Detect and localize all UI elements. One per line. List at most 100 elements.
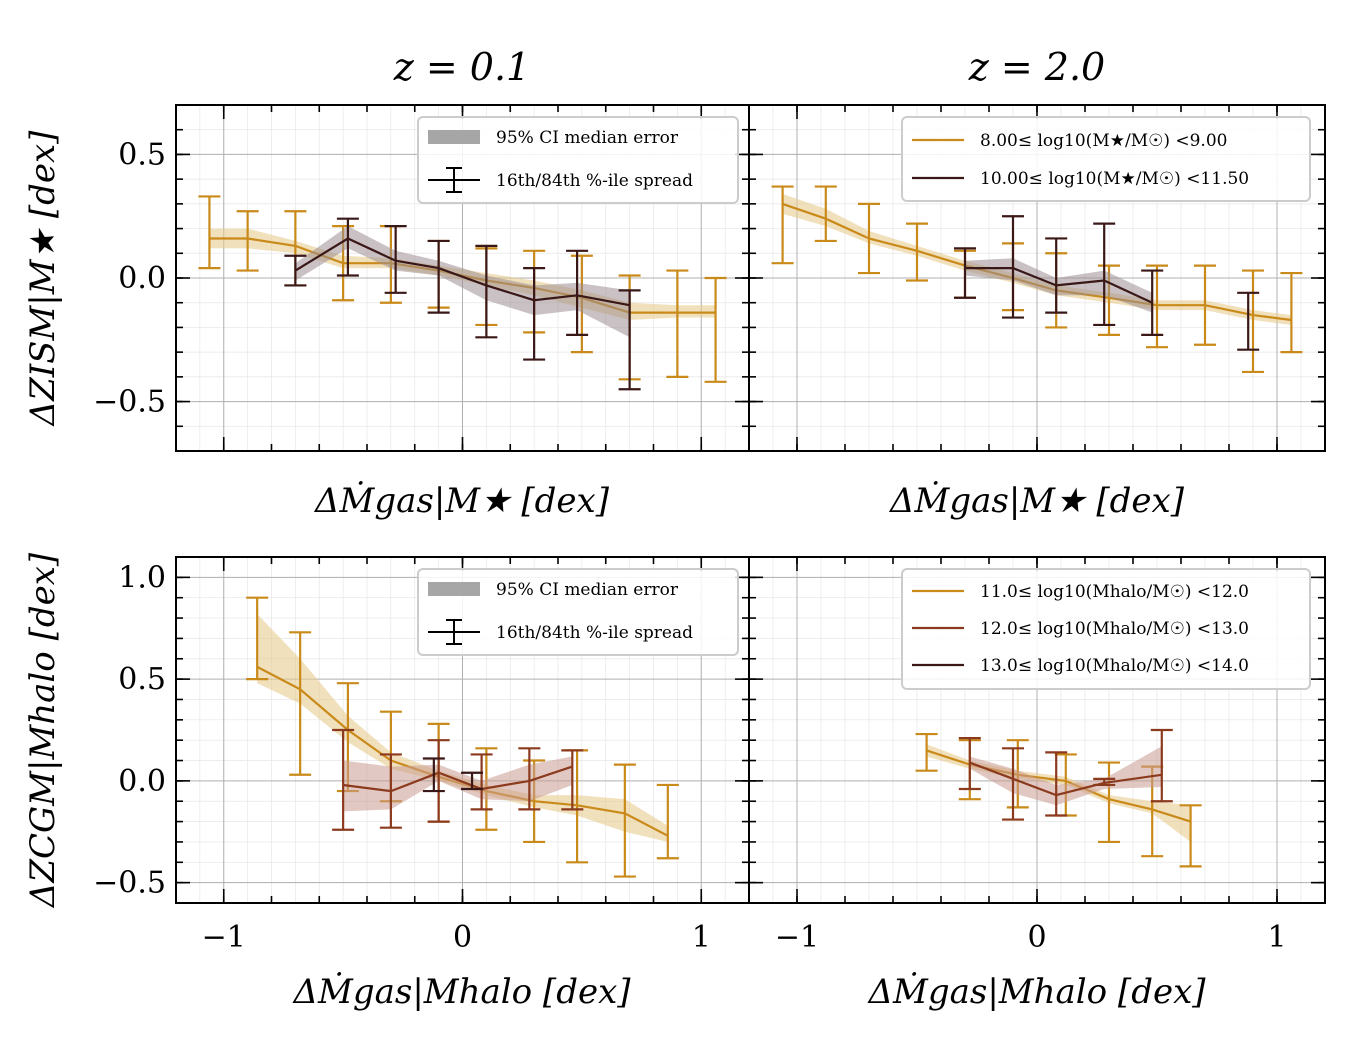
error-bar	[1002, 747, 1024, 821]
legend-errors-top: 95% CI median error 16th/84th %-ile spre…	[417, 116, 739, 204]
error-bar	[1141, 269, 1164, 336]
series-dark	[284, 217, 641, 391]
error-bar	[461, 771, 484, 791]
legend-label-halo-low: 11.0≤ log10(Mhalo/M☉) <12.0	[980, 582, 1249, 602]
legend-label-low-mass: 8.00≤ log10(M★/M☉) <9.00	[980, 131, 1227, 151]
legend-ci-label: 95% CI median error	[496, 580, 679, 600]
error-bar	[198, 195, 221, 270]
error-bar	[523, 267, 546, 361]
error-bar	[858, 202, 880, 275]
legend-spread-marker	[428, 619, 480, 645]
y-tick-label: 0.0	[118, 764, 166, 799]
panel-top-right	[748, 104, 1326, 452]
ticks	[749, 105, 1325, 451]
x-tick-label: −1	[775, 920, 819, 955]
x-label-top-left: ΔṀgas|M★ [dex]	[313, 481, 610, 521]
legend-halo-bins: 11.0≤ log10(Mhalo/M☉) <12.0 12.0≤ log10(…	[901, 568, 1311, 690]
error-bar	[1242, 269, 1264, 374]
legend-errors-bottom: 95% CI median error 16th/84th %-ile spre…	[417, 568, 739, 656]
series-gold	[771, 185, 1303, 374]
axes-frame	[748, 104, 1326, 452]
x-tick-label: 1	[692, 920, 711, 955]
error-bar	[427, 239, 450, 314]
error-bar	[958, 737, 981, 791]
error-bar	[379, 753, 402, 829]
legend-label-halo-high: 13.0≤ log10(Mhalo/M☉) <14.0	[980, 656, 1249, 676]
error-bar	[289, 631, 312, 776]
error-bar	[613, 763, 636, 878]
y-tick-label: 1.0	[118, 560, 166, 595]
error-bar	[475, 244, 498, 339]
ticks: −1 0 1	[749, 557, 1325, 955]
panel-top-left: −0.5 0.0 0.5	[93, 104, 750, 452]
error-bar	[771, 185, 794, 265]
ticks: −0.5 0.0 0.5 1.0 −1 0 1	[93, 557, 749, 955]
error-bar	[518, 747, 541, 811]
error-bar	[704, 276, 727, 383]
error-bar	[422, 757, 445, 793]
error-bar	[246, 596, 269, 681]
legend-spread-label: 16th/84th %-ile spread	[496, 171, 693, 191]
y-tick-label: 0.5	[118, 662, 166, 697]
title-right: z = 2.0	[968, 45, 1105, 89]
error-bar	[954, 247, 976, 299]
error-bar	[1093, 777, 1116, 787]
error-bar	[814, 185, 837, 243]
error-bar	[1093, 222, 1116, 327]
error-bar	[1179, 804, 1202, 868]
legend-label-high-mass: 10.00≤ log10(M★/M☉) <11.50	[980, 169, 1249, 189]
median-line	[342, 765, 573, 793]
legend-ci-label: 95% CI median error	[496, 128, 679, 148]
series-dark	[422, 757, 484, 793]
x-label-bottom-right: ΔṀgas|Mhalo [dex]	[866, 972, 1206, 1012]
error-bar	[666, 269, 689, 378]
error-bar	[656, 783, 679, 860]
legend-ci-swatch	[428, 582, 480, 596]
series-rust	[958, 728, 1173, 821]
x-label-top-right: ΔṀgas|M★ [dex]	[888, 481, 1185, 521]
ci-band	[969, 746, 1162, 806]
error-bar	[618, 289, 641, 391]
x-label-bottom-left: ΔṀgas|Mhalo [dex]	[291, 972, 631, 1012]
title-left: z = 0.1	[393, 45, 530, 89]
legend-label-halo-mid: 12.0≤ log10(Mhalo/M☉) <13.0	[980, 619, 1249, 639]
y-tick-label: 0.0	[118, 261, 166, 296]
y-tick-label: −0.5	[93, 866, 166, 901]
error-bar	[1280, 271, 1303, 354]
y-tick-label: −0.5	[93, 385, 166, 420]
error-bar	[1098, 761, 1120, 844]
x-tick-label: −1	[202, 920, 246, 955]
major-grid	[176, 105, 749, 451]
series-rust	[332, 728, 584, 831]
x-tick-label: 0	[1027, 920, 1046, 955]
y-label-bottom: ΔZCGM|Mhalo [dex]	[23, 552, 63, 909]
legend-mass-bins: 8.00≤ log10(M★/M☉) <9.00 10.00≤ log10(M★…	[901, 116, 1311, 202]
x-tick-label: 0	[453, 920, 472, 955]
error-bar	[1002, 215, 1024, 319]
error-bar	[1045, 751, 1068, 817]
error-bar	[1146, 264, 1168, 349]
error-bar	[336, 217, 359, 277]
error-bar	[332, 728, 355, 831]
error-bar	[566, 249, 589, 336]
error-bar	[1237, 291, 1260, 351]
ticks: −0.5 0.0 0.5	[93, 105, 749, 451]
error-bar	[470, 753, 493, 811]
legend-spread-label: 16th/84th %-ile spread	[496, 623, 693, 643]
error-bar	[427, 739, 450, 823]
ci-band	[257, 614, 668, 842]
series-dark	[1237, 291, 1260, 351]
error-bar	[915, 732, 938, 772]
legend-ci-swatch	[428, 130, 480, 144]
median-line	[294, 237, 630, 307]
x-tick-label: 1	[1267, 920, 1286, 955]
error-bar	[1150, 728, 1173, 803]
error-bar	[906, 222, 928, 282]
panel-bottom-left: −0.5 0.0 0.5 1.0 −1 0 1	[93, 556, 750, 955]
error-bar	[1045, 237, 1068, 314]
y-tick-label: 0.5	[118, 137, 166, 172]
ci-band	[343, 756, 573, 812]
y-label-top: ΔZISM|M★ [dex]	[23, 130, 63, 428]
error-bar	[284, 254, 307, 287]
